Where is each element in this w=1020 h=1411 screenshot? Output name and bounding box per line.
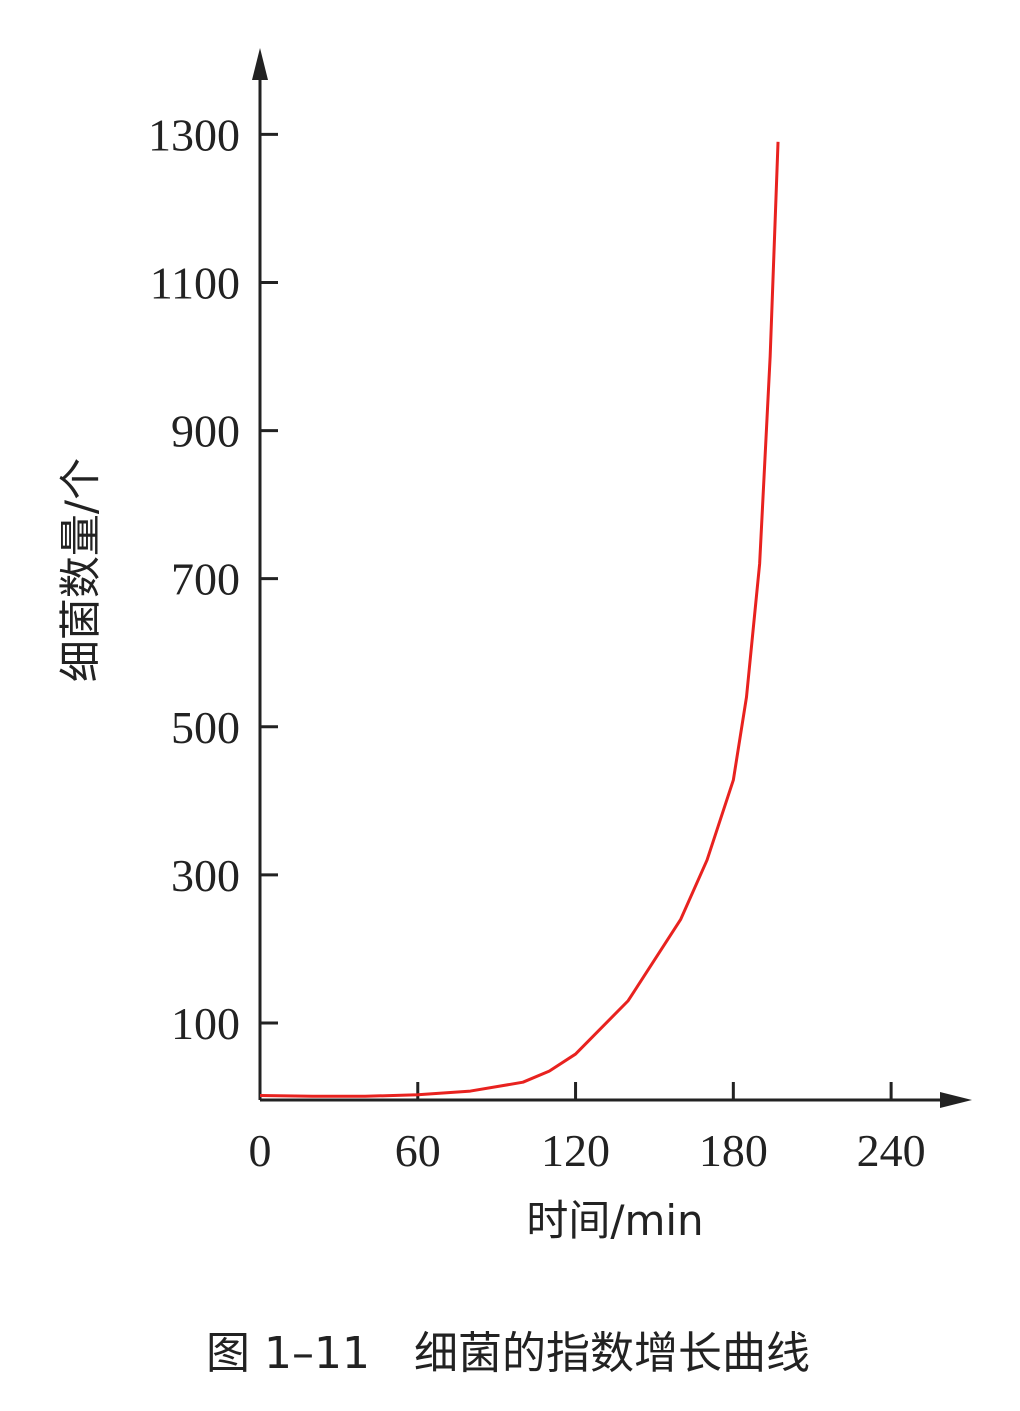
y-tick-label: 900 [171, 406, 240, 457]
x-axis-label: 时间/min [526, 1196, 703, 1245]
x-tick-label: 180 [699, 1125, 768, 1176]
y-tick-label: 700 [171, 554, 240, 605]
y-tick-label: 100 [171, 998, 240, 1049]
x-tick-label: 120 [541, 1125, 610, 1176]
data-line [259, 141, 780, 1098]
x-tick-label: 0 [249, 1125, 272, 1176]
y-tick-label: 500 [171, 702, 240, 753]
x-arrow [940, 1092, 972, 1108]
caption: 图 1–11 细菌的指数增长曲线 [206, 1328, 810, 1379]
x-tick-label: 240 [857, 1125, 926, 1176]
y-axis-label: 细菌数量/个 [56, 458, 105, 682]
y-tick-label: 1100 [150, 258, 240, 309]
y-tick-label: 300 [171, 850, 240, 901]
x-tick-label: 60 [395, 1125, 441, 1176]
y-tick-label: 1300 [148, 109, 240, 160]
y-arrow [252, 48, 268, 80]
